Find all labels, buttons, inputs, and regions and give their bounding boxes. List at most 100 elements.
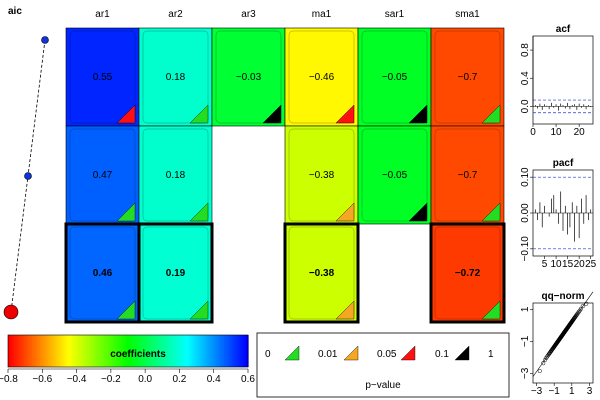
colorbar-swatch <box>200 335 203 367</box>
panel-frame <box>532 35 594 125</box>
colorbar-swatch <box>120 335 123 367</box>
colorbar-swatch <box>10 335 13 367</box>
colorbar-swatch <box>84 335 87 367</box>
coef-cell-r1-ar1 <box>65 27 140 127</box>
colorbar-swatch <box>16 335 19 367</box>
colorbar-swatch <box>170 335 173 367</box>
x-tick-label: 5 <box>542 259 548 270</box>
pvalue-legend: 0 0.01 0.05 0.1 1 p−value <box>256 332 510 398</box>
colorbar-swatch <box>86 335 89 367</box>
pvalue-triangle <box>116 202 136 222</box>
colorbar-swatch <box>148 335 151 367</box>
colorbar-swatch <box>34 335 37 367</box>
coef-cell-r1-sar1 <box>357 27 432 127</box>
x-tick-label: 25 <box>585 259 597 270</box>
colorbar-title: coefficients <box>110 349 166 360</box>
pvalue-legend-box <box>256 332 510 398</box>
colorbar-swatch <box>224 335 227 367</box>
colorbar-swatch <box>126 335 129 367</box>
colorbar-swatch <box>100 335 103 367</box>
colorbar-swatch <box>14 335 17 367</box>
colorbar-swatch <box>146 335 149 367</box>
pvalue-legend-triangle <box>400 345 416 361</box>
x-tick-label: 10 <box>551 259 563 270</box>
pacf-panel: pacf −0.10 0.00 0.10 5 10 15 20 25 <box>520 158 597 270</box>
pvalue-level-label: 0.1 <box>435 349 449 360</box>
coef-value-label: 0.46 <box>93 268 113 279</box>
column-label-ar1: ar1 <box>95 9 110 20</box>
panel-frame <box>532 302 594 384</box>
coef-cell-outline <box>288 128 355 222</box>
coef-value-label: 0.18 <box>166 170 186 181</box>
coef-cell-outline <box>142 128 209 222</box>
column-label-ar3: ar3 <box>241 9 256 20</box>
aic-point <box>41 36 49 44</box>
pvalue-triangle <box>481 202 501 222</box>
colorbar-swatch <box>132 335 135 367</box>
colorbar-swatch <box>164 335 167 367</box>
colorbar-swatch <box>172 335 175 367</box>
coef-cell-r2-sma1 <box>430 125 505 225</box>
colorbar-swatch <box>180 335 183 367</box>
colorbar-swatch <box>130 335 133 367</box>
colorbar-swatch <box>62 335 65 367</box>
colorbar-swatch <box>26 335 29 367</box>
colorbar-swatch <box>90 335 93 367</box>
colorbar-swatch <box>176 335 179 367</box>
coef-cell-outline <box>69 226 136 320</box>
colorbar-swatch <box>234 335 237 367</box>
y-tick-label: 1 <box>520 306 531 312</box>
colorbar-swatch <box>198 335 201 367</box>
colorbar-swatch <box>20 335 23 367</box>
colorbar-swatch <box>144 335 147 367</box>
colorbar-swatch <box>220 335 223 367</box>
colorbar-swatch <box>216 335 219 367</box>
pvalue-level-label: 1 <box>488 349 494 360</box>
colorbar-swatch <box>58 335 61 367</box>
pvalue-triangle <box>189 300 209 320</box>
x-tick-label: 15 <box>562 259 574 270</box>
y-tick-label: 0.10 <box>520 167 531 187</box>
coef-cell-outline <box>69 30 136 124</box>
pvalue-level-label: 0.01 <box>318 349 338 360</box>
coef-value-label: −0.03 <box>236 72 262 83</box>
colorbar-swatch <box>112 335 115 367</box>
pvalue-legend-triangle <box>454 345 470 361</box>
pvalue-triangle <box>335 202 355 222</box>
colorbar-swatch <box>36 335 39 367</box>
colorbar-swatch <box>114 335 117 367</box>
colorbar-swatch <box>210 335 213 367</box>
colorbar-swatch <box>108 335 111 367</box>
colorbar-swatch <box>196 335 199 367</box>
panel-title: pacf <box>553 158 574 169</box>
colorbar-tick-label: 0.2 <box>172 374 186 385</box>
colorbar-swatch <box>166 335 169 367</box>
pvalue-level-label: 0 <box>265 349 271 360</box>
colorbar-swatch <box>70 335 73 367</box>
colorbar-swatch <box>174 335 177 367</box>
y-tick-label: 0.00 <box>520 203 531 223</box>
coef-cell-outline <box>434 128 501 222</box>
colorbar-swatch <box>96 335 99 367</box>
pvalue-triangle <box>262 104 282 124</box>
coef-value-label: −0.72 <box>455 268 481 279</box>
coef-cell-r3-ar1 <box>64 222 141 324</box>
colorbar-swatch <box>206 335 209 367</box>
colorbar-swatch <box>222 335 225 367</box>
colorbar-swatch <box>136 335 139 367</box>
colorbar-swatch <box>182 335 185 367</box>
pvalue-triangle <box>408 104 428 124</box>
colorbar-swatch <box>202 335 205 367</box>
colorbar-swatch <box>142 335 145 367</box>
colorbar-swatch <box>138 335 141 367</box>
coef-value-label: 0.55 <box>93 72 113 83</box>
colorbar-swatch <box>240 335 243 367</box>
pvalue-triangle <box>335 104 355 124</box>
colorbar-swatch <box>246 335 249 367</box>
aic-title: aic <box>8 6 22 17</box>
y-tick-label: 0.0 <box>520 99 531 113</box>
coef-cell-r3-ma1 <box>283 222 360 324</box>
colorbar-tick-label: −0.6 <box>32 374 52 385</box>
panel-title: qq−norm <box>541 291 584 302</box>
coef-value-label: 0.19 <box>166 268 186 279</box>
